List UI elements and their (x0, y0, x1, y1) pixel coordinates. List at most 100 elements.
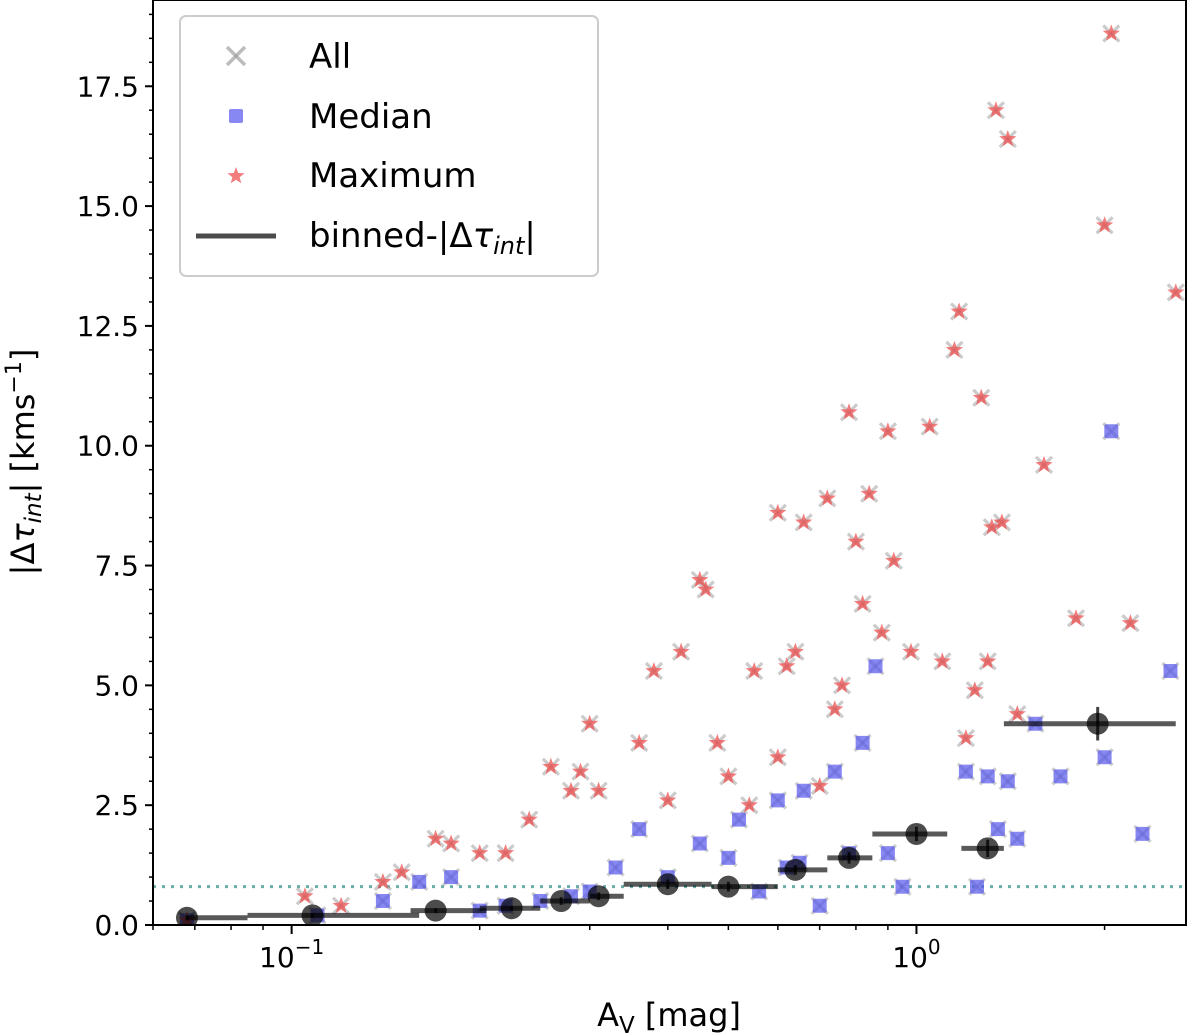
median-point (375, 894, 390, 908)
binned-point (623, 873, 712, 896)
maximum-point (979, 652, 997, 669)
x-axis-label: AV [mag] (597, 996, 741, 1036)
y-tick-label: 17.5 (77, 70, 139, 103)
binned-point (777, 858, 828, 881)
maximum-point (645, 662, 663, 679)
legend-label-binned-sub: int (493, 232, 526, 260)
y-tick-label: 5.0 (94, 669, 139, 702)
binned-point (711, 875, 778, 898)
binned-point (540, 890, 590, 913)
maximum-point (921, 417, 939, 434)
binned-points-layer (175, 706, 1176, 925)
maximum-point (1008, 705, 1026, 722)
binned-point (827, 846, 873, 869)
y-axis-label-sub: int (21, 492, 47, 523)
maximum-point (902, 642, 920, 660)
y-tick-label: 2.5 (94, 789, 139, 822)
median-point (827, 764, 842, 779)
median-point (796, 783, 811, 798)
maximum-point (769, 503, 787, 521)
legend-label-binned-tau: τ (473, 216, 494, 256)
median-point (1135, 826, 1150, 841)
y-axis-label-exp: −1 (2, 361, 27, 393)
maximum-point (691, 570, 709, 588)
median-point (970, 879, 984, 894)
maximum-point (1067, 609, 1085, 626)
median-point (444, 870, 459, 885)
maximum-point (740, 796, 758, 813)
y-axis-label-tau: τ (4, 523, 42, 543)
maximum-point (745, 662, 763, 679)
median-point (958, 764, 973, 779)
binned-point (175, 906, 248, 925)
binned-point (961, 837, 1004, 860)
legend-label-binned-pre: binned-|Δ (309, 216, 473, 256)
legend-label-median: Median (309, 97, 433, 137)
maximum-point (542, 757, 560, 775)
maximum-point (332, 896, 350, 914)
median-point (855, 735, 870, 750)
legend-marker-maximum (227, 167, 245, 184)
y-axis-ticks: 0.0 2.5 5.0 7.5 10.0 12.5 15.0 17.5 (77, 13, 153, 942)
maximum-point (1035, 455, 1053, 473)
median-point (412, 874, 427, 889)
maximum-point (826, 700, 844, 717)
maximum-point (562, 781, 580, 799)
maximum-point (659, 791, 677, 808)
median-point (868, 659, 883, 674)
median-point (895, 879, 910, 894)
maximum-point (993, 513, 1011, 530)
maximum-point (520, 810, 538, 827)
median-point (880, 846, 895, 861)
maximum-point (1096, 216, 1114, 233)
y-axis-label-post: | [kms (4, 394, 42, 494)
maximum-point (672, 642, 690, 660)
maximum-point (697, 580, 715, 597)
median-points-layer (180, 424, 1178, 925)
maximum-point (966, 681, 984, 698)
x-axis-ticks: 10−1 100 (152, 925, 1106, 974)
median-point (1163, 664, 1178, 678)
maximum-point (471, 844, 489, 861)
maximum-points-layer (178, 24, 1185, 925)
legend-label-all: All (309, 37, 351, 77)
maximum-point (847, 532, 865, 549)
y-tick-label: 10.0 (77, 430, 139, 463)
binned-point (410, 899, 487, 922)
median-point (608, 860, 623, 875)
x-axis-label-sub: V (619, 1013, 635, 1036)
median-point (692, 836, 707, 851)
maximum-point (999, 130, 1017, 147)
median-point (632, 822, 647, 837)
median-point (812, 898, 827, 913)
maximum-point (987, 101, 1005, 118)
maximum-point (708, 733, 726, 751)
median-point (1104, 424, 1119, 439)
maximum-point (950, 302, 968, 319)
maximum-point (957, 729, 975, 746)
maximum-point (873, 623, 891, 640)
maximum-point (1167, 283, 1185, 300)
binned-point (247, 904, 420, 925)
maximum-point (786, 642, 804, 660)
maximum-point (860, 484, 878, 501)
maximum-point (581, 714, 599, 731)
maximum-point (590, 781, 608, 799)
x-tick-label: 100 (892, 935, 940, 974)
maximum-point (1102, 24, 1120, 41)
median-point (1010, 831, 1025, 846)
maximum-point (818, 489, 836, 506)
maximum-point (296, 887, 314, 904)
maximum-point (393, 863, 411, 880)
maximum-point (811, 777, 829, 794)
maximum-point (374, 872, 392, 890)
x-axis-label-main: A (597, 996, 619, 1034)
y-tick-label: 0.0 (94, 909, 139, 942)
binned-point (479, 897, 541, 920)
y-tick-label: 15.0 (77, 190, 139, 223)
maximum-point (833, 676, 851, 693)
legend: All Median Maximum binned-|Δτint| (179, 15, 599, 277)
median-point (1053, 769, 1068, 784)
maximum-point (719, 767, 737, 784)
median-point (1097, 750, 1112, 765)
